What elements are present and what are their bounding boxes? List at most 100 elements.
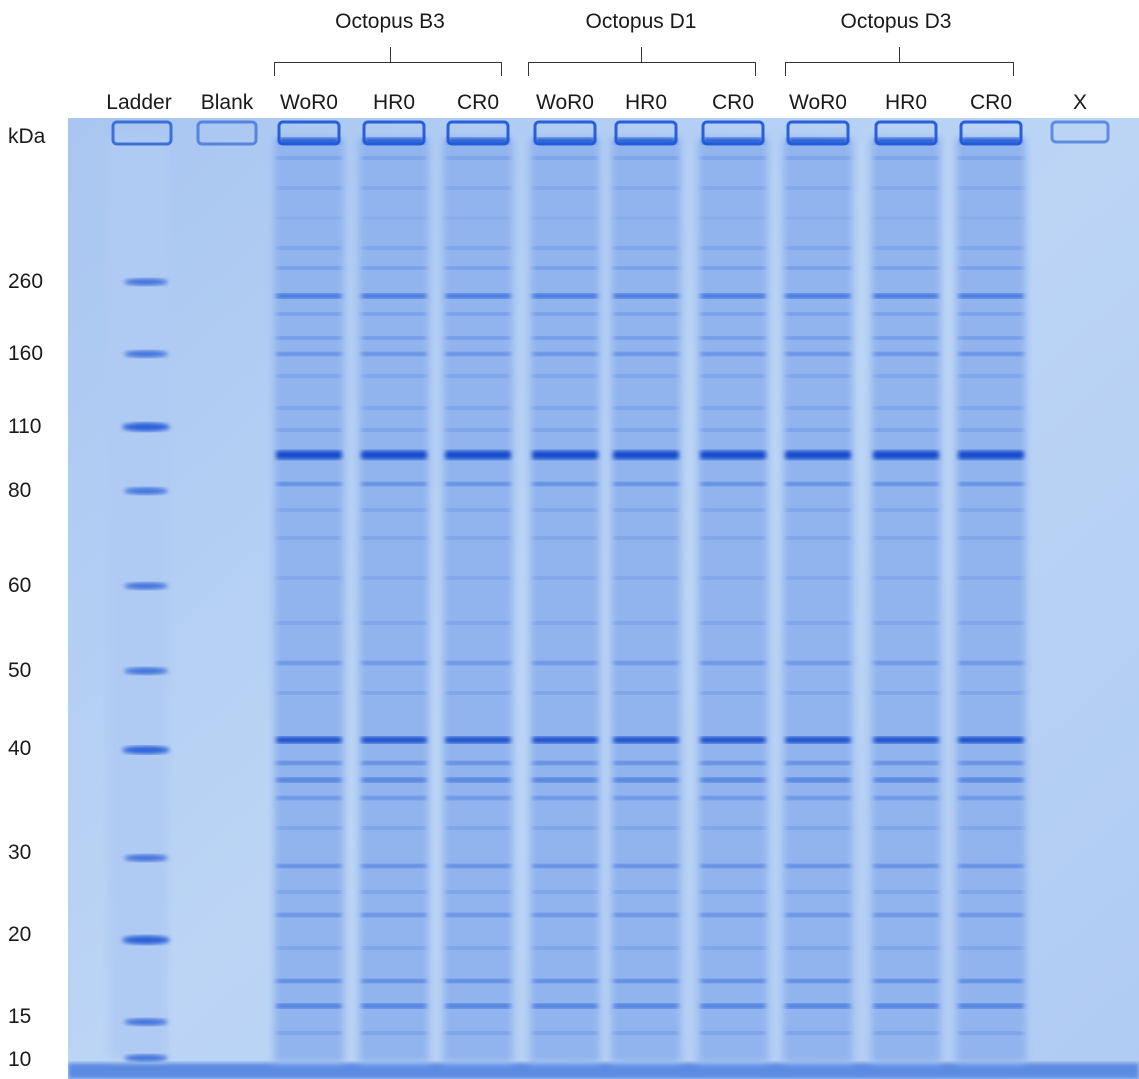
protein-band (532, 246, 598, 250)
protein-band (361, 661, 427, 665)
protein-band (613, 777, 679, 783)
protein-band (613, 508, 679, 512)
protein-band (532, 312, 598, 316)
protein-band (785, 217, 851, 219)
protein-band (873, 428, 939, 432)
ladder-band-50 (124, 667, 168, 675)
protein-band (361, 508, 427, 512)
protein-band (785, 312, 851, 316)
protein-band (958, 406, 1024, 410)
protein-band (445, 450, 511, 460)
protein-band (958, 428, 1024, 432)
protein-band (532, 266, 598, 270)
protein-band (532, 156, 598, 160)
lane-label-b3-hr0: HR0 (372, 91, 416, 114)
protein-band (785, 428, 851, 432)
ladder-band-80 (124, 487, 168, 495)
protein-band (276, 777, 342, 783)
protein-band (532, 826, 598, 830)
protein-band (958, 796, 1024, 800)
protein-band (445, 864, 511, 868)
protein-band (700, 406, 766, 410)
protein-band (445, 536, 511, 540)
protein-band (785, 826, 851, 830)
protein-band (532, 428, 598, 432)
protein-band (873, 777, 939, 783)
protein-band (361, 691, 427, 695)
protein-band (613, 450, 679, 460)
protein-band (785, 890, 851, 894)
protein-band (532, 536, 598, 540)
gel-dye-front (68, 1063, 1139, 1079)
protein-band (873, 374, 939, 378)
protein-band (445, 374, 511, 378)
protein-band (873, 246, 939, 250)
protein-band (445, 777, 511, 783)
protein-band (958, 312, 1024, 316)
protein-band (276, 890, 342, 894)
protein-band (700, 761, 766, 765)
sample-lane (530, 120, 600, 1063)
protein-band (361, 352, 427, 356)
protein-band (785, 761, 851, 765)
protein-band (276, 482, 342, 486)
protein-band (532, 293, 598, 299)
protein-band (445, 508, 511, 512)
sample-lane (274, 120, 344, 1063)
well-ladder (111, 120, 173, 146)
protein-band (532, 691, 598, 695)
protein-band (445, 246, 511, 250)
protein-band (361, 406, 427, 410)
protein-band (276, 508, 342, 512)
sample-lane (956, 120, 1026, 1063)
protein-band (785, 864, 851, 868)
protein-band (445, 406, 511, 410)
protein-band (958, 482, 1024, 486)
protein-band (700, 428, 766, 432)
protein-band (361, 576, 427, 580)
protein-band (613, 336, 679, 340)
bracket-stem-d1 (641, 47, 642, 62)
protein-band (700, 691, 766, 695)
protein-band (276, 336, 342, 340)
protein-band (958, 661, 1024, 665)
protein-band (700, 661, 766, 665)
protein-band (958, 217, 1024, 219)
well-band (616, 138, 676, 144)
lane-label-d3-hr0: HR0 (884, 91, 928, 114)
protein-band (445, 352, 511, 356)
protein-band (361, 374, 427, 378)
sample-lane (871, 120, 941, 1063)
bracket-d1 (528, 62, 756, 76)
protein-band (276, 1003, 342, 1009)
protein-band (613, 864, 679, 868)
bracket-b3 (274, 62, 502, 76)
sample-lane (698, 120, 768, 1063)
well-x (1050, 120, 1110, 144)
protein-band (700, 737, 766, 743)
protein-band (276, 913, 342, 917)
protein-band (361, 217, 427, 219)
protein-band (532, 761, 598, 765)
lane-label-d3-wor0: WoR0 (789, 91, 847, 114)
protein-band (700, 536, 766, 540)
protein-band (700, 336, 766, 340)
protein-band (700, 352, 766, 356)
protein-band (785, 156, 851, 160)
protein-band (613, 374, 679, 378)
protein-band (700, 979, 766, 983)
protein-band (276, 691, 342, 695)
protein-band (700, 312, 766, 316)
protein-band (958, 1031, 1024, 1035)
protein-band (361, 913, 427, 917)
protein-band (873, 576, 939, 580)
protein-band (445, 266, 511, 270)
protein-band (445, 661, 511, 665)
protein-band (276, 864, 342, 868)
protein-band (958, 576, 1024, 580)
protein-band (785, 777, 851, 783)
protein-band (445, 890, 511, 894)
protein-band (873, 352, 939, 356)
protein-band (700, 621, 766, 625)
group-label-b3: Octopus B3 (335, 10, 445, 33)
